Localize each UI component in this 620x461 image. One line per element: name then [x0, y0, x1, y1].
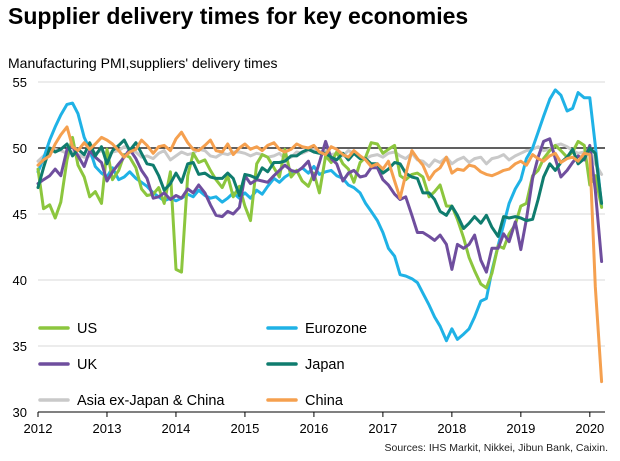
series-line-uk [36, 137, 604, 274]
y-axis-ticks: 30 35 40 45 50 55 [13, 75, 27, 420]
series-line-china [36, 125, 604, 384]
series-line-eurozone [36, 88, 604, 343]
x-tick-label-2015: 2015 [230, 421, 259, 436]
y-tick-label-40: 40 [13, 273, 27, 288]
x-tick-label-2012: 2012 [24, 421, 53, 436]
legend-label-us: US [77, 321, 97, 337]
legend-label-china: China [305, 393, 344, 409]
series-lines [36, 88, 604, 384]
x-tick-label-2020: 2020 [575, 421, 604, 436]
x-tick-label-2014: 2014 [161, 421, 190, 436]
y-axis-caption: Manufacturing PMI,suppliers' delivery ti… [8, 55, 278, 71]
x-tick-label-2019: 2019 [506, 421, 535, 436]
x-axis-ticks: 2012 2013 2014 2015 2016 2017 2018 2019 2020 [24, 412, 604, 436]
chart-title: Supplier delivery times for key economie… [8, 3, 469, 29]
x-tick-label-2013: 2013 [93, 421, 122, 436]
legend-label-asia-ex-japan-china: Asia ex-Japan & China [77, 393, 225, 409]
y-tick-label-45: 45 [13, 207, 27, 222]
x-tick-label-2017: 2017 [368, 421, 397, 436]
y-tick-label-35: 35 [13, 339, 27, 354]
legend-label-uk: UK [77, 357, 97, 373]
y-tick-label-55: 55 [13, 75, 27, 90]
y-tick-label-50: 50 [13, 141, 27, 156]
legend-label-japan: Japan [305, 357, 345, 373]
legend: US Eurozone UK Japan Asia ex-Japan & China Ch… [38, 321, 367, 409]
legend-label-eurozone: Eurozone [305, 321, 367, 337]
y-tick-label-30: 30 [13, 405, 27, 420]
x-tick-label-2016: 2016 [299, 421, 328, 436]
x-tick-label-2018: 2018 [437, 421, 466, 436]
source-note: Sources: IHS Markit, Nikkei, Jibun Bank,… [384, 442, 609, 454]
